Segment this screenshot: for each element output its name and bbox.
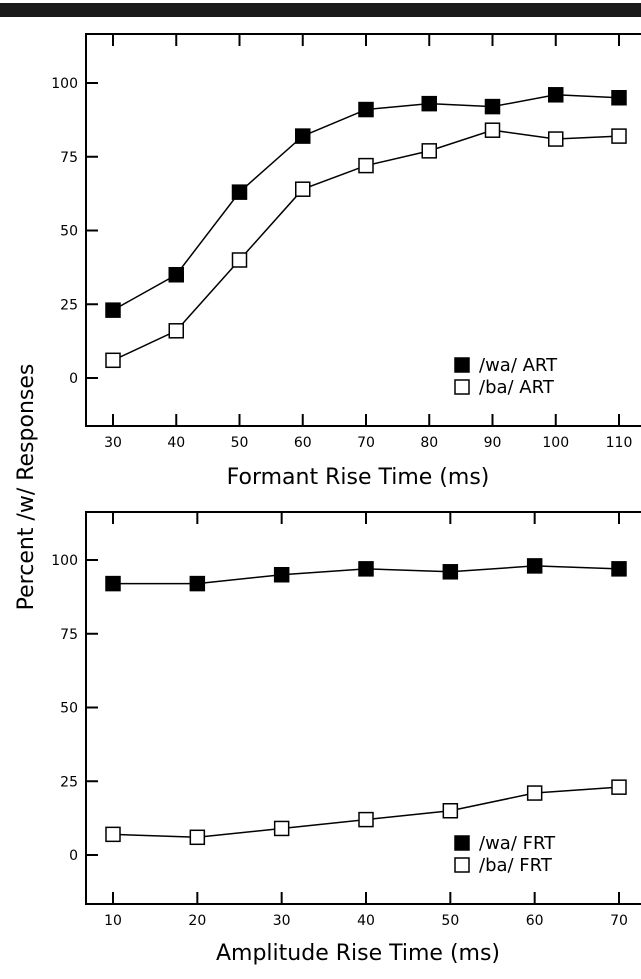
y-tick-label: 0 [69, 371, 78, 387]
x-tick-label: 70 [357, 435, 375, 451]
data-point-marker [295, 128, 311, 144]
data-point-marker [358, 811, 374, 828]
panel-amplitude-rise-time: Amplitude Rise Time (ms) 10 20 30 40 50 60 70 0… [51, 511, 641, 966]
y-tick-label: 25 [60, 297, 78, 313]
legend-marker [454, 379, 470, 395]
y-tick-label: 50 [60, 701, 78, 717]
y-tick-label: 50 [60, 224, 78, 240]
x-tick-label: 110 [606, 435, 633, 451]
data-point-marker [168, 267, 184, 283]
data-point-marker [442, 564, 459, 580]
legend-marker [454, 835, 470, 851]
x-tick-label: 100 [542, 435, 569, 451]
x-tick-label: 20 [188, 913, 206, 929]
y-tick-label: 0 [69, 848, 78, 864]
data-point-marker [484, 122, 501, 138]
x-axis-label: Amplitude Rise Time (ms) [216, 941, 500, 966]
data-point-marker [526, 785, 543, 801]
data-point-marker [105, 302, 121, 318]
data-point-marker [189, 575, 206, 592]
data-point-marker [358, 101, 374, 118]
legend-entry: /ba/ ART [479, 377, 555, 398]
legend-entry: /ba/ FRT [479, 855, 553, 876]
x-tick-label: 40 [357, 913, 375, 929]
data-point-marker [611, 779, 627, 795]
x-tick-label: 70 [610, 913, 628, 929]
data-point-marker [273, 820, 290, 837]
top-rule [0, 3, 641, 17]
y-tick-label: 75 [60, 150, 78, 166]
x-tick-label: 30 [104, 435, 122, 451]
data-point-marker [231, 252, 248, 268]
y-tick-label: 25 [60, 774, 78, 790]
data-point-marker [421, 95, 437, 112]
data-point-marker [358, 157, 374, 174]
legend-marker [454, 857, 470, 873]
data-point-marker [105, 352, 121, 369]
x-axis-label: Formant Rise Time (ms) [227, 465, 490, 490]
data-point-marker [442, 803, 459, 819]
x-tick-label: 60 [526, 913, 544, 929]
data-point-marker [295, 181, 311, 197]
x-tick-label: 60 [294, 435, 312, 451]
legend-entry: /wa/ FRT [479, 833, 556, 854]
legend-marker [454, 357, 470, 373]
data-point-marker [611, 90, 627, 106]
panel-formant-rise-time: Formant Rise Time (ms) 30 40 50 60 70 80 90 100… [51, 33, 641, 490]
data-point-marker [526, 558, 543, 574]
x-tick-label: 40 [167, 435, 185, 451]
data-point-marker [611, 128, 627, 144]
data-point-marker [611, 561, 627, 577]
data-point-marker [273, 567, 290, 583]
y-axis-label: Percent /w/ Responses [14, 364, 39, 611]
data-point-marker [358, 561, 374, 577]
data-point-marker [484, 98, 501, 115]
x-tick-label: 50 [441, 913, 459, 929]
data-point-marker [105, 575, 121, 592]
x-tick-label: 30 [273, 913, 291, 929]
y-tick-label: 100 [51, 553, 78, 569]
x-tick-label: 80 [420, 435, 438, 451]
series-line [112, 94, 620, 311]
data-point-marker [231, 184, 248, 200]
data-point-marker [168, 323, 184, 339]
data-point-marker [548, 131, 564, 147]
legend-entry: /wa/ ART [479, 355, 558, 376]
y-tick-label: 100 [51, 76, 78, 92]
x-tick-label: 90 [484, 435, 502, 451]
x-tick-label: 10 [104, 913, 122, 929]
x-tick-label: 50 [231, 435, 249, 451]
data-point-marker [548, 87, 564, 103]
data-point-marker [105, 826, 121, 843]
data-point-marker [189, 829, 206, 846]
y-tick-label: 75 [60, 627, 78, 643]
data-point-marker [421, 143, 437, 159]
